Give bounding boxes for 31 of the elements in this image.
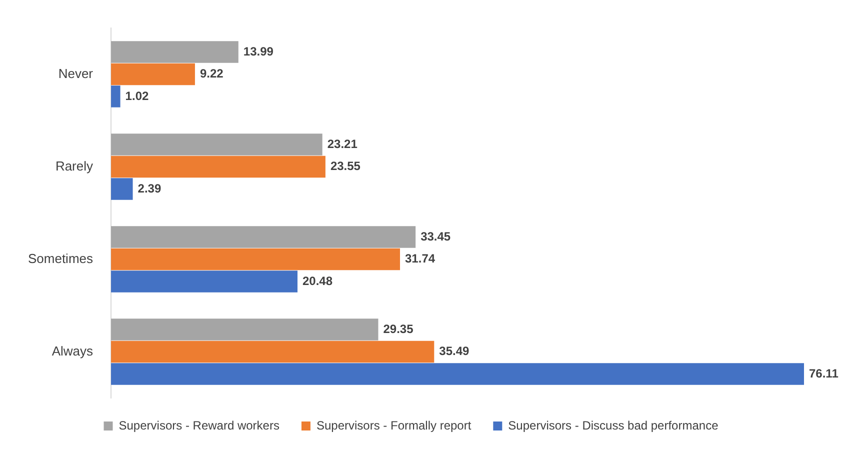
- bar: [111, 248, 400, 270]
- data-label: 33.45: [420, 229, 451, 244]
- data-label: 76.11: [809, 366, 839, 380]
- bar: [111, 270, 298, 292]
- legend-label: Supervisors - Discuss bad performance: [508, 418, 719, 432]
- data-label: 23.21: [327, 136, 358, 151]
- y-tick-label: Rarely: [55, 158, 94, 174]
- data-label: 13.99: [243, 44, 274, 58]
- bar: [111, 134, 322, 156]
- bar: [111, 226, 416, 248]
- bar: [111, 340, 434, 363]
- data-label: 9.22: [200, 66, 224, 81]
- data-label: 35.49: [439, 344, 470, 358]
- y-tick-label: Sometimes: [28, 250, 94, 266]
- data-label: 20.48: [302, 274, 333, 288]
- legend-label: Supervisors - Formally report: [316, 418, 472, 432]
- bar: [111, 363, 804, 385]
- y-tick-label: Never: [58, 66, 94, 81]
- data-label: 1.02: [125, 88, 149, 103]
- data-label: 23.55: [330, 159, 361, 174]
- bar: [111, 41, 238, 63]
- bar: [111, 318, 378, 340]
- y-tick-label: Always: [52, 343, 94, 358]
- data-label: 2.39: [138, 181, 162, 196]
- data-label: 31.74: [405, 252, 436, 266]
- bar: [111, 86, 120, 108]
- bar: [111, 156, 326, 178]
- legend-label: Supervisors - Reward workers: [118, 418, 280, 432]
- bar: [111, 178, 133, 200]
- bar: [111, 63, 195, 86]
- data-label: 29.35: [383, 322, 414, 336]
